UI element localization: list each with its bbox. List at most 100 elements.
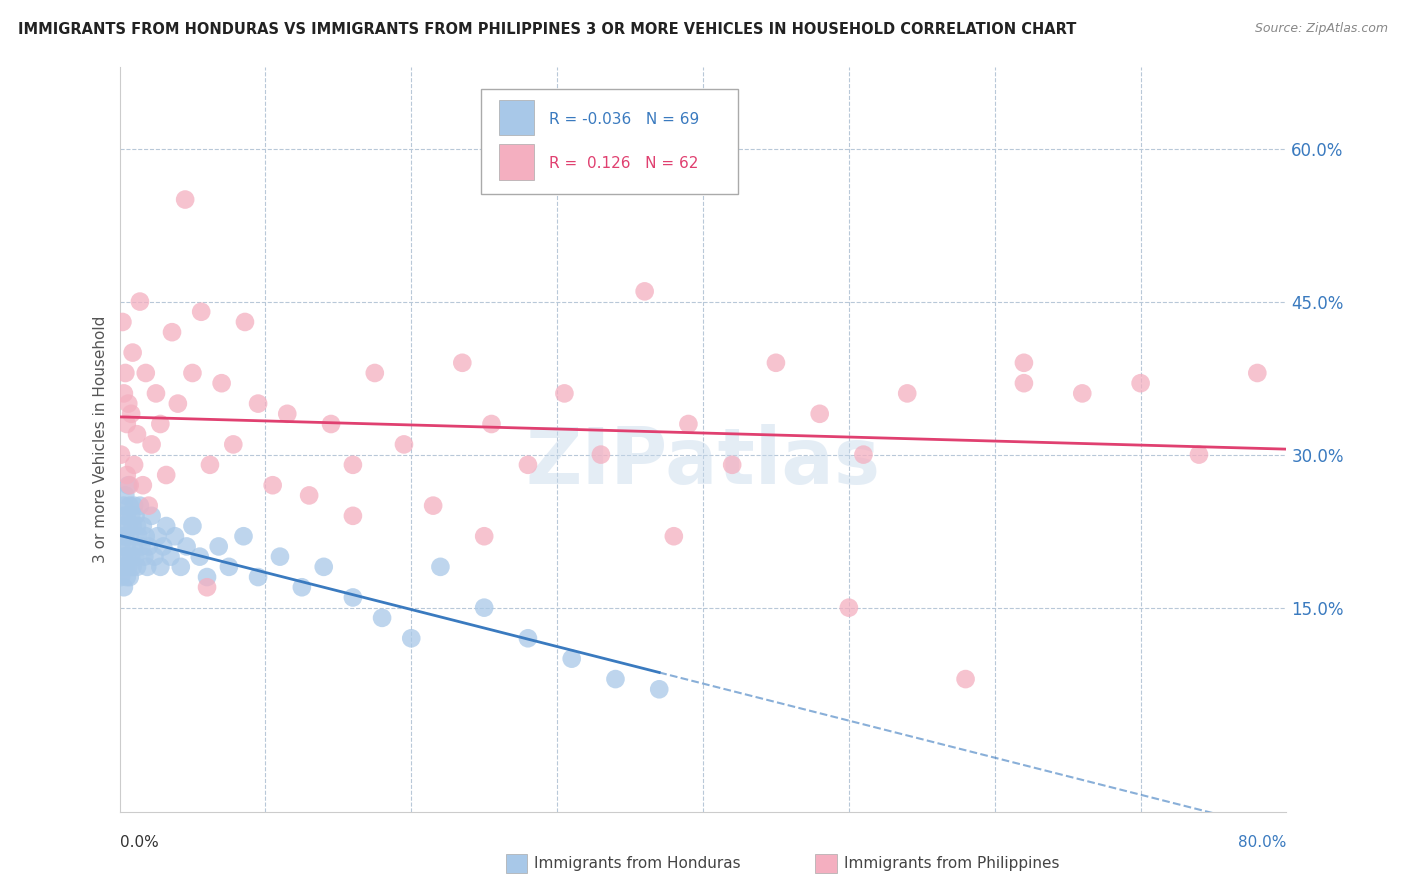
Point [111,559,134,574]
Point [429,559,451,574]
Point [481,417,503,431]
Point [129,294,152,309]
Point [896,386,918,401]
Point [122,499,145,513]
Point [633,285,655,299]
Point [291,580,314,594]
Point [131,540,153,554]
Point [117,396,139,410]
Point [134,549,156,564]
Point [1071,386,1094,401]
Y-axis label: 3 or more Vehicles in Household: 3 or more Vehicles in Household [93,316,108,563]
Point [247,570,270,584]
Point [114,529,136,543]
Point [195,570,218,584]
Point [605,672,627,686]
Text: R = -0.036   N = 69: R = -0.036 N = 69 [548,112,699,127]
Point [146,529,169,543]
Point [125,427,148,442]
Point [118,478,141,492]
Point [198,458,221,472]
Point [195,580,218,594]
Point [174,193,197,207]
Point [138,499,160,513]
Point [120,549,142,564]
Point [117,559,139,574]
Point [721,458,744,472]
Point [132,519,155,533]
Point [124,508,146,523]
Point [232,529,254,543]
Point [838,600,860,615]
Point [145,386,167,401]
Point [218,559,240,574]
Point [149,559,172,574]
Point [121,519,143,533]
Point [111,529,134,543]
Point [124,549,146,564]
Point [111,315,134,329]
Point [110,448,132,462]
Text: 0.0%: 0.0% [120,836,159,850]
Point [115,540,138,554]
Point [342,508,364,523]
Point [662,529,685,543]
Point [181,519,204,533]
Point [110,570,132,584]
Point [1246,366,1268,380]
Point [112,549,135,564]
Point [112,386,135,401]
Point [138,540,160,554]
Point [118,529,141,543]
Point [765,356,787,370]
Point [190,305,212,319]
Point [118,499,141,513]
Point [114,366,136,380]
Point [371,611,394,625]
Point [135,366,157,380]
Point [120,407,142,421]
Point [678,417,700,431]
Point [120,508,142,523]
Point [1012,356,1035,370]
Point [112,499,135,513]
Point [132,478,155,492]
Point [269,549,291,564]
Text: 80.0%: 80.0% [1239,836,1286,850]
Point [364,366,387,380]
Point [392,437,415,451]
Point [222,437,245,451]
Point [648,682,671,697]
FancyBboxPatch shape [499,100,534,136]
Point [121,345,143,359]
Point [188,549,211,564]
Point [163,529,186,543]
Point [247,396,270,410]
Point [181,366,204,380]
Point [110,540,132,554]
Point [176,540,198,554]
Point [808,407,831,421]
Point [155,468,177,483]
Point [114,488,136,502]
Point [112,508,135,523]
Point [553,386,575,401]
Point [115,549,138,564]
Point [1129,376,1152,391]
FancyBboxPatch shape [499,145,534,180]
Point [342,591,364,605]
Point [141,437,163,451]
Point [127,529,149,543]
Point [121,559,143,574]
Text: Immigrants from Philippines: Immigrants from Philippines [844,856,1059,871]
Point [129,499,152,513]
Text: Immigrants from Honduras: Immigrants from Honduras [534,856,741,871]
Point [517,632,540,646]
Point [125,559,148,574]
Point [319,417,342,431]
Point [401,632,423,646]
Point [451,356,474,370]
Point [160,325,183,339]
Point [152,540,174,554]
Text: R =  0.126   N = 62: R = 0.126 N = 62 [548,156,699,171]
